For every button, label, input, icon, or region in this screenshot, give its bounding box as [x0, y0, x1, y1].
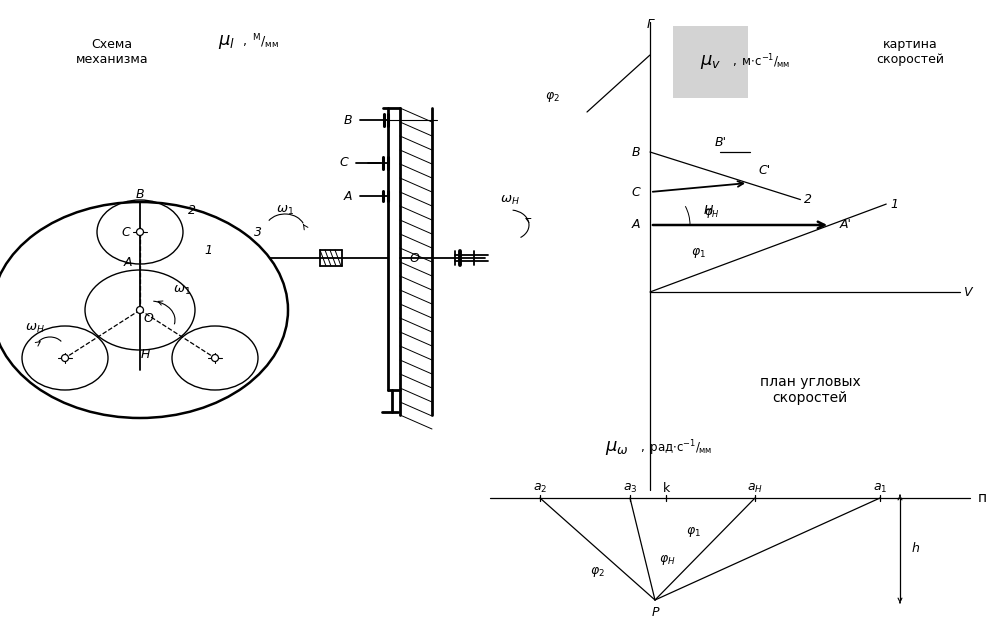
- Text: $\varphi_H$: $\varphi_H$: [659, 553, 675, 567]
- Text: $a_H$: $a_H$: [747, 481, 763, 495]
- Text: P: P: [651, 605, 659, 619]
- Text: план угловых
скоростей: план угловых скоростей: [759, 375, 861, 405]
- Text: B: B: [631, 145, 640, 158]
- Text: $\mu_v$: $\mu_v$: [700, 53, 722, 71]
- Text: $\omega_1$: $\omega_1$: [173, 283, 191, 297]
- Text: B': B': [715, 136, 727, 148]
- Text: $\omega_H$: $\omega_H$: [500, 193, 520, 207]
- Text: A: A: [124, 256, 132, 269]
- Text: 1: 1: [890, 198, 898, 210]
- Text: Схема
механизма: Схема механизма: [76, 38, 148, 66]
- Text: $\varphi_2$: $\varphi_2$: [544, 90, 559, 104]
- Text: $,\ \mathregular{м{\cdot}с^{-1}/_{\!мм}}$: $,\ \mathregular{м{\cdot}с^{-1}/_{\!мм}}…: [732, 53, 790, 72]
- Text: C: C: [121, 226, 130, 238]
- Text: $\omega_H$: $\omega_H$: [25, 321, 45, 335]
- Text: V: V: [963, 285, 971, 299]
- Text: 1: 1: [204, 243, 212, 257]
- Text: 2: 2: [188, 204, 196, 216]
- Text: $,\ \mathregular{рад{\cdot}с^{-1}/_{\!мм}}$: $,\ \mathregular{рад{\cdot}с^{-1}/_{\!мм…: [640, 438, 712, 458]
- Text: п: п: [978, 491, 986, 505]
- Text: $\omega_1$: $\omega_1$: [276, 204, 294, 217]
- Text: O: O: [143, 311, 153, 325]
- Text: $,\ \mathregular{{}^{M}/_{мм}}$: $,\ \mathregular{{}^{M}/_{мм}}$: [242, 32, 279, 51]
- Circle shape: [61, 354, 68, 361]
- Text: H: H: [703, 204, 713, 216]
- Text: $\varphi_2$: $\varphi_2$: [590, 565, 604, 579]
- Text: картина
скоростей: картина скоростей: [876, 38, 944, 66]
- Text: C: C: [631, 186, 640, 198]
- Text: k: k: [663, 481, 669, 495]
- Circle shape: [136, 228, 144, 235]
- Text: $\mu_\omega$: $\mu_\omega$: [605, 439, 629, 457]
- Text: $\varphi_1$: $\varphi_1$: [685, 525, 700, 539]
- Text: $a_3$: $a_3$: [623, 481, 637, 495]
- Text: $\varphi_1$: $\varphi_1$: [690, 246, 706, 260]
- Text: $\varphi_H$: $\varphi_H$: [704, 206, 720, 220]
- Text: Г: Г: [647, 18, 654, 30]
- Text: O: O: [410, 252, 420, 264]
- Text: A: A: [343, 190, 352, 202]
- Text: $a_2$: $a_2$: [532, 481, 547, 495]
- Text: $a_1$: $a_1$: [873, 481, 887, 495]
- Text: B: B: [136, 188, 144, 200]
- Text: B: B: [343, 113, 352, 127]
- Text: C': C': [758, 164, 770, 178]
- Text: H: H: [140, 349, 150, 361]
- Text: 2: 2: [805, 193, 812, 206]
- Circle shape: [136, 306, 144, 313]
- Text: $\mu_l$: $\mu_l$: [218, 33, 235, 51]
- Text: C: C: [339, 157, 348, 169]
- Circle shape: [212, 354, 219, 361]
- Text: 3: 3: [254, 226, 262, 238]
- Text: A': A': [840, 219, 852, 231]
- Text: h: h: [912, 543, 920, 555]
- Text: A: A: [631, 219, 640, 231]
